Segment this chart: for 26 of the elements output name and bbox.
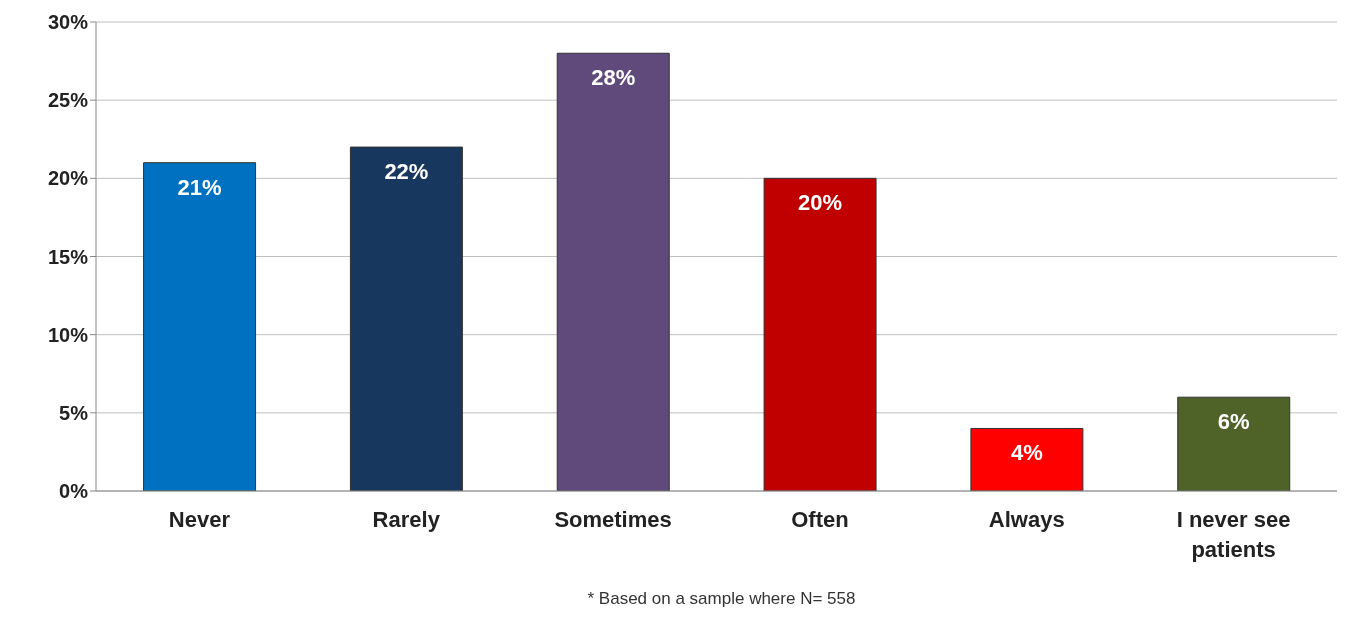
y-tick-label: 20% — [47, 167, 89, 190]
x-tick-label: Often — [791, 507, 849, 532]
data-label: 20% — [798, 190, 843, 216]
data-label: 6% — [1217, 409, 1250, 435]
y-tick-label: 5% — [59, 401, 89, 424]
bar — [763, 177, 877, 491]
text: * Based on a sample where N= 558 — [586, 589, 857, 609]
y-tick-label: 25% — [47, 89, 89, 112]
data-label: 4% — [1011, 440, 1043, 466]
data-label: 21% — [177, 174, 222, 200]
data-label: 28% — [591, 65, 636, 91]
x-tick-label: Sometimes — [554, 507, 672, 532]
bar — [349, 146, 463, 491]
bar — [970, 427, 1084, 491]
bar — [1177, 396, 1291, 491]
y-tick-label: 30% — [47, 11, 89, 34]
x-tick-label: Never — [168, 507, 231, 532]
y-tick-label: 0% — [59, 480, 89, 503]
x-tick-label: I never see patients — [1176, 507, 1291, 562]
x-tick-label: Always — [988, 507, 1065, 532]
bar — [143, 162, 257, 491]
data-label: 22% — [384, 159, 429, 185]
bar — [556, 52, 670, 491]
y-tick-label: 10% — [47, 323, 89, 346]
x-tick-label: Rarely — [372, 507, 441, 532]
y-tick-label: 15% — [47, 245, 89, 268]
